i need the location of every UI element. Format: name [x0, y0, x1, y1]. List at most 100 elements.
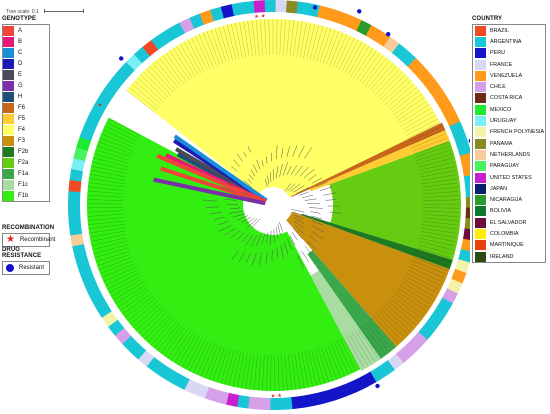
leaf-branch	[422, 217, 459, 222]
leaf-branch	[124, 295, 154, 318]
leaf-branch	[249, 353, 255, 390]
leaf-branch	[413, 257, 448, 271]
leaf-branch	[93, 244, 129, 254]
leaf-branch	[131, 83, 160, 108]
country-label: CHILE	[490, 84, 506, 91]
tree-branch	[290, 165, 297, 176]
tree-branch	[251, 253, 257, 267]
leaf-branch	[94, 247, 130, 258]
leaf-branch	[222, 25, 233, 61]
genotype-legend-item: F2a	[3, 157, 49, 168]
genotype-label: H	[18, 93, 23, 100]
leaf-branch	[412, 137, 447, 152]
genotype-swatch	[3, 190, 14, 201]
leaf-branch	[117, 287, 148, 308]
leaf-branch	[89, 227, 125, 234]
tree-branch	[293, 185, 305, 193]
country-ring-segment	[137, 349, 155, 367]
outgroup-branch	[160, 166, 267, 205]
leaf-branch	[94, 153, 129, 164]
leaf-branch	[347, 43, 366, 76]
leaf-branch	[279, 19, 282, 56]
genotype-swatch	[3, 91, 14, 102]
dot-icon	[6, 264, 14, 272]
leaf-branch	[127, 298, 156, 322]
leaf-branch	[132, 303, 161, 328]
country-swatch	[475, 183, 486, 194]
country-legend-item: PERU	[473, 48, 545, 59]
leaf-branch	[418, 241, 454, 251]
country-legend-item: NICARAGUA	[473, 194, 545, 206]
leaf-branch	[422, 210, 459, 213]
leaf-branch	[181, 335, 200, 368]
genotype-label: F4	[18, 126, 26, 133]
leaf-branch	[399, 284, 431, 305]
leaf-branch	[378, 311, 405, 338]
tree-branch	[292, 145, 298, 157]
clade-sector-f1c	[310, 270, 381, 371]
tree-branch	[241, 216, 252, 223]
tree-branch	[261, 160, 264, 167]
tree-branch	[294, 217, 304, 224]
genotype-legend-item: F5	[3, 113, 49, 124]
country-legend-item: PANAMA	[473, 138, 545, 149]
outgroup-branch	[153, 177, 266, 206]
country-ring-segment	[444, 111, 461, 127]
tree-branch	[286, 146, 291, 158]
leaf-branch	[395, 97, 425, 119]
country-ring-segment	[275, 0, 288, 13]
leaf-branch	[104, 125, 138, 142]
tree-branch	[299, 166, 309, 177]
country-ring-segment	[210, 6, 225, 22]
leaf-branch	[200, 343, 216, 377]
genotype-legend-item: F1c	[3, 179, 49, 190]
country-ring-segment	[383, 36, 400, 54]
country-ring-segment	[459, 153, 470, 167]
leaf-branch	[404, 275, 437, 294]
genotype-legend-item: F1b	[3, 190, 49, 201]
tree-branch	[228, 210, 243, 214]
leaf-branch	[383, 306, 411, 332]
country-legend-item: VENEZUELA	[473, 70, 545, 81]
leaf-branch	[294, 353, 301, 390]
leaf-branch	[372, 65, 397, 93]
leaf-branch	[299, 22, 307, 58]
tree-branch	[293, 214, 304, 220]
tree-branch	[218, 224, 232, 232]
leaf-branch	[329, 32, 344, 67]
leaf-branch	[147, 315, 173, 343]
leaf-branch	[376, 313, 402, 341]
country-ring-segment	[290, 395, 304, 410]
tree-branch	[243, 180, 252, 188]
country-ring-segment	[399, 50, 417, 68]
leaf-branch	[397, 287, 429, 308]
leaf-branch	[326, 31, 340, 65]
leaf-branch	[91, 237, 127, 246]
leaf-branch	[359, 52, 381, 83]
leaf-branch	[99, 137, 134, 151]
leaf-branch	[228, 350, 238, 386]
leaf-branch	[398, 104, 430, 124]
leaf-branch	[283, 19, 286, 56]
country-legend-item: COSTA RICA	[473, 93, 545, 104]
leaf-branch	[421, 224, 458, 230]
tree-branch	[256, 234, 262, 246]
tree-branch	[250, 218, 261, 229]
leaf-branch	[414, 141, 449, 155]
leaf-branch	[284, 354, 288, 391]
tree-branch	[294, 224, 304, 234]
country-ring-segment	[424, 315, 442, 332]
country-ring-segment	[72, 243, 87, 258]
leaf-branch	[401, 281, 433, 301]
leaf-branch	[421, 178, 458, 185]
tree-branch	[284, 183, 292, 192]
country-ring-segment	[74, 253, 90, 268]
leaf-branch	[281, 354, 284, 391]
clade-sector-f4	[126, 19, 441, 198]
leaf-branch	[251, 20, 257, 56]
leaf-branch	[172, 48, 193, 79]
country-ring-segment	[104, 78, 122, 95]
leaf-branch	[106, 122, 139, 139]
country-legend-box: BRAZIL ARGENTINA PERU FRANCE VENEZUELA CHILE C…	[472, 24, 546, 264]
